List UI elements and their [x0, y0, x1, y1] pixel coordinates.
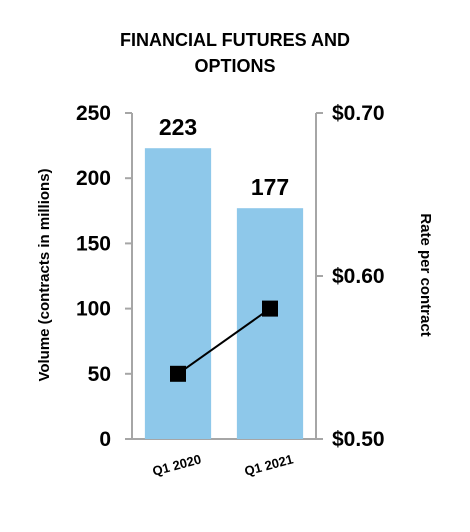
- x-tick-label: Q1 2021: [243, 451, 295, 478]
- y-tick-left-label: 50: [88, 363, 111, 386]
- bar: [236, 208, 304, 439]
- bar-value-label: 223: [159, 114, 197, 140]
- bar-value-label: 177: [251, 174, 289, 200]
- rate-line: [177, 307, 271, 375]
- rate-marker: [262, 300, 278, 317]
- chart-title-line-1: FINANCIAL FUTURES AND: [120, 30, 350, 50]
- y-tick-right-label: $0.70: [332, 102, 385, 125]
- bar: [144, 148, 212, 439]
- y-axis-label-left: Volume (contracts in millions): [36, 168, 53, 381]
- y-tick-right-label: $0.60: [332, 265, 385, 288]
- x-tick-label: Q1 2020: [151, 451, 203, 478]
- rate-marker: [170, 365, 186, 382]
- plot-area: 0 50 100 150 200 250 $0.50 $0.60 $0.70 223 177 Q1 2…: [76, 102, 385, 479]
- y-tick-left-label: 100: [76, 298, 111, 321]
- y-tick-left-label: 200: [76, 167, 111, 190]
- y-tick-left-label: 150: [76, 232, 111, 255]
- y-tick-left-label: 0: [99, 428, 111, 451]
- chart-title-line-2: OPTIONS: [194, 56, 275, 76]
- y-tick-right-label: $0.50: [332, 428, 385, 451]
- y-axis-label-right: Rate per contract: [417, 213, 434, 336]
- y-tick-left-label: 250: [76, 102, 111, 125]
